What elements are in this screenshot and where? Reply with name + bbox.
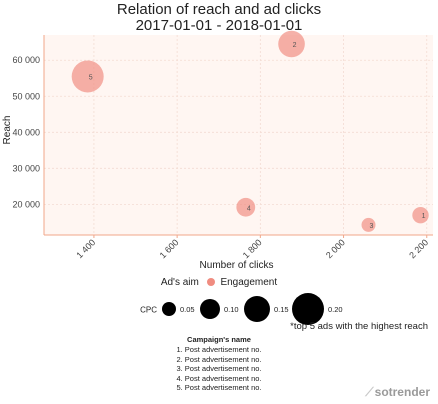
x-tick-label: 1 400	[74, 237, 97, 260]
date-range: 2017-01-01 - 2018-01-01	[135, 17, 303, 34]
data-point	[278, 30, 305, 58]
cpc-size-dot	[292, 293, 324, 325]
y-tick-label: 50 000	[12, 91, 40, 101]
x-tick-label: 2 000	[324, 237, 347, 260]
aim-legend-title: Ad's aim	[160, 277, 199, 288]
aim-legend: Ad's aim Engagement	[0, 277, 438, 288]
campaign-item: 1. Post advertisement no.	[176, 345, 262, 354]
cpc-size-label: 0.05	[180, 305, 195, 314]
cpc-size-label: 0.20	[328, 305, 343, 314]
x-axis-label: Number of clicks	[200, 260, 274, 271]
cpc-legend: CPC 0.05 0.10 0.15 0.20	[140, 293, 343, 325]
point-label: 4	[247, 205, 251, 212]
engagement-dot-icon	[206, 278, 215, 286]
campaign-item: 3. Post advertisement no.	[176, 364, 262, 373]
footnote: *top 5 ads with the highest reach	[290, 321, 428, 332]
campaign-item: 4. Post advertisement no.	[176, 373, 262, 383]
cpc-size-dot	[244, 296, 270, 322]
data-point	[361, 217, 376, 232]
data-point	[71, 60, 104, 93]
cpc-legend-title: CPC	[140, 306, 157, 315]
point-label: 3	[370, 223, 374, 230]
point-label: 5	[89, 74, 93, 81]
brand-swoosh-icon: ⟋	[365, 385, 374, 399]
y-tick-label: 60 000	[12, 55, 40, 65]
aim-legend-item: Engagement	[220, 277, 278, 288]
x-tick-label: 2 200	[407, 237, 430, 260]
campaigns-title: Campaign's name	[187, 335, 251, 344]
y-axis-label: Reach	[2, 116, 13, 145]
scatter-chart: 20 000 30 000 40 000 50 000 60 000 1 400 1 600…	[2, 30, 433, 271]
cpc-size-label: 0.10	[224, 305, 239, 314]
data-point	[412, 206, 429, 224]
y-tick-label: 30 000	[12, 163, 40, 173]
cpc-size-label: 0.15	[274, 305, 289, 314]
chart-title: Relation of reach and ad clicks	[116, 1, 322, 18]
campaigns-list: 1. Post advertisement no. 2. Post advert…	[0, 345, 438, 393]
x-tick-label: 1 600	[158, 237, 181, 260]
y-tick-label: 40 000	[12, 127, 40, 137]
point-label: 2	[293, 42, 297, 49]
campaign-item: 5. Post advertisement no.	[176, 383, 262, 392]
cpc-size-dot	[162, 302, 176, 316]
brand-logo: ⟋sotrender	[365, 385, 430, 400]
point-label: 1	[422, 213, 426, 220]
brand-name: sotrender	[374, 385, 430, 399]
cpc-size-dot	[200, 299, 220, 319]
x-tick-label: 1 800	[241, 237, 264, 260]
campaign-item: 2. Post advertisement no.	[176, 354, 262, 364]
data-point	[236, 197, 256, 217]
y-tick-label: 20 000	[12, 199, 40, 209]
